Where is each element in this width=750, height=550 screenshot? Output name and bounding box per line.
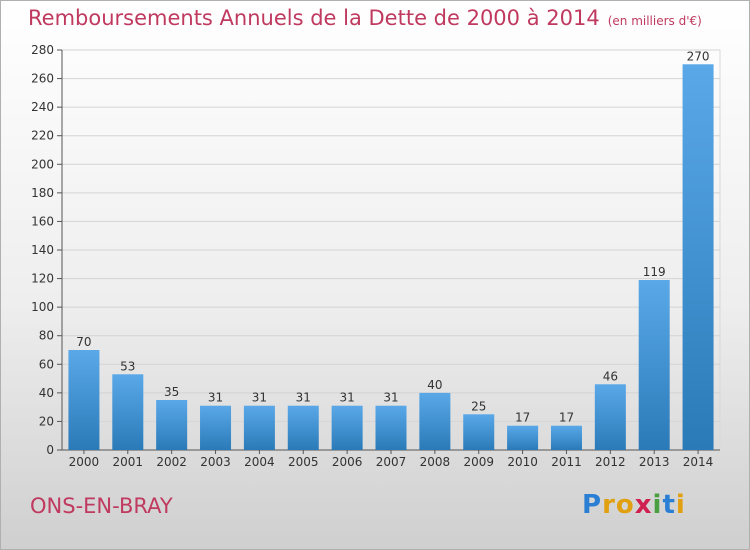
data-label-2008: 40 — [427, 378, 442, 392]
y-tick-label: 180 — [31, 186, 54, 200]
x-tick-label-2014: 2014 — [683, 455, 714, 469]
bar-2006 — [331, 405, 363, 450]
logo-letter: P — [582, 490, 603, 520]
data-label-2006: 31 — [339, 391, 354, 405]
data-label-2004: 31 — [252, 391, 267, 405]
y-tick-label: 260 — [31, 72, 54, 86]
y-tick-label: 80 — [39, 329, 54, 343]
y-tick-label: 100 — [31, 300, 54, 314]
data-label-2002: 35 — [164, 385, 179, 399]
bar-2004 — [243, 405, 275, 450]
x-tick-label-2001: 2001 — [113, 455, 144, 469]
chart-title: Remboursements Annuels de la Dette de 20… — [28, 6, 702, 30]
y-tick-label: 20 — [39, 414, 54, 428]
x-tick-label-2002: 2002 — [156, 455, 187, 469]
x-tick-label-2010: 2010 — [507, 455, 538, 469]
y-tick-label: 240 — [31, 100, 54, 114]
x-tick-label-2005: 2005 — [288, 455, 319, 469]
bar-2001 — [112, 374, 144, 450]
bar-2013 — [638, 280, 670, 450]
x-tick-label-2007: 2007 — [376, 455, 407, 469]
x-tick-label-2008: 2008 — [420, 455, 451, 469]
data-label-2007: 31 — [383, 391, 398, 405]
y-tick-label: 0 — [46, 443, 54, 457]
data-label-2005: 31 — [296, 391, 311, 405]
x-tick-label-2006: 2006 — [332, 455, 363, 469]
data-label-2001: 53 — [120, 359, 135, 373]
logo-letter: x — [634, 490, 653, 520]
y-tick-label: 60 — [39, 357, 54, 371]
unit-note: (en milliers d'€) — [607, 14, 702, 28]
data-label-2000: 70 — [76, 335, 91, 349]
bar-2003 — [200, 405, 232, 450]
x-tick-label-2012: 2012 — [595, 455, 626, 469]
x-tick-label-2004: 2004 — [244, 455, 275, 469]
bar-2007 — [375, 405, 407, 450]
x-tick-label-2013: 2013 — [639, 455, 670, 469]
proxiti-logo: Proxiti — [582, 490, 686, 520]
data-label-2014: 270 — [687, 49, 710, 63]
data-label-2013: 119 — [643, 265, 666, 279]
bar-2014 — [682, 64, 714, 451]
logo-letter: i — [675, 490, 686, 520]
bar-2011 — [550, 425, 582, 450]
town-name: ONS-EN-BRAY — [30, 494, 173, 518]
data-label-2003: 31 — [208, 391, 223, 405]
bar-2009 — [463, 414, 495, 450]
bar-2008 — [419, 392, 451, 450]
x-tick-label-2011: 2011 — [551, 455, 582, 469]
x-tick-label-2003: 2003 — [200, 455, 231, 469]
y-tick-label: 200 — [31, 157, 54, 171]
bar-2002 — [156, 400, 188, 450]
logo-letter: i — [652, 490, 663, 520]
logo-letter: o — [615, 490, 635, 520]
x-tick-label-2000: 2000 — [69, 455, 100, 469]
data-label-2010: 17 — [515, 411, 530, 425]
bar-2005 — [287, 405, 319, 450]
x-tick-label-2009: 2009 — [463, 455, 494, 469]
bar-2000 — [68, 350, 100, 450]
y-tick-label: 40 — [39, 386, 54, 400]
bar-2012 — [594, 384, 626, 450]
logo-letter: t — [662, 490, 676, 520]
bar-2010 — [507, 425, 539, 450]
y-tick-label: 220 — [31, 129, 54, 143]
data-label-2009: 25 — [471, 399, 486, 413]
y-tick-label: 140 — [31, 243, 54, 257]
data-label-2012: 46 — [603, 369, 618, 383]
chart-title-text: Remboursements Annuels de la Dette de 20… — [28, 6, 600, 30]
data-label-2011: 17 — [559, 411, 574, 425]
y-tick-label: 280 — [31, 43, 54, 57]
y-tick-label: 160 — [31, 214, 54, 228]
logo-letter: r — [602, 490, 616, 520]
y-tick-label: 120 — [31, 272, 54, 286]
